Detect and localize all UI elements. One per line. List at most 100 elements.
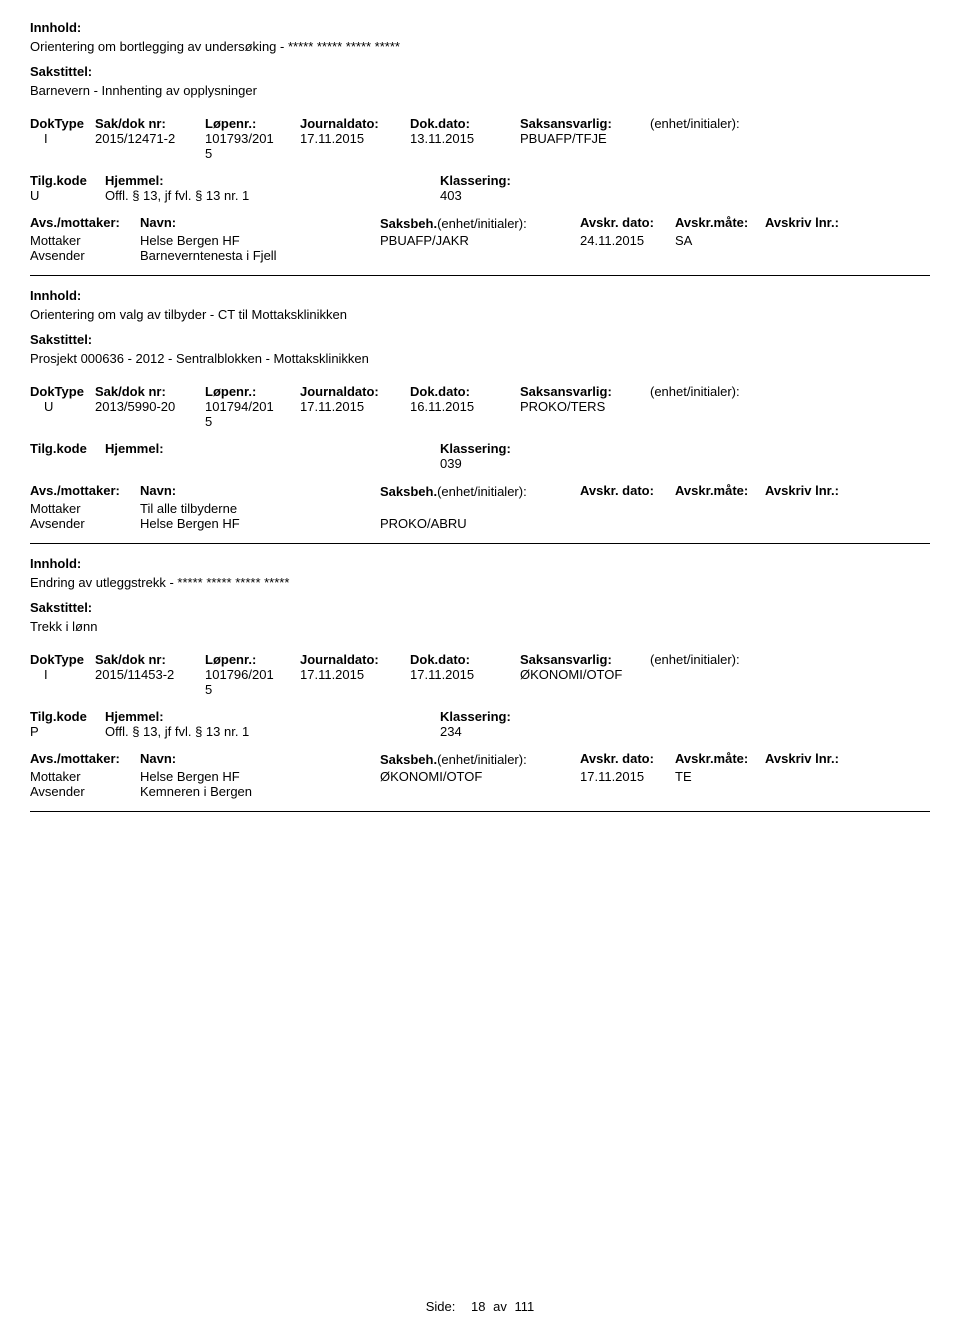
hjemmel-value: Offl. § 13, jf fvl. § 13 nr. 1 — [105, 724, 440, 739]
navn-label: Navn: — [140, 483, 380, 498]
avskrdato-label: Avskr. dato: — [580, 483, 675, 498]
doktype-label: DokType — [30, 384, 95, 399]
sakdok-label: Sak/dok nr: — [95, 384, 205, 399]
doktype-label: DokType — [30, 652, 95, 667]
journaldato-label: Journaldato: — [300, 116, 410, 131]
party-row: Avsender Kemneren i Bergen — [30, 784, 930, 799]
innhold-label: Innhold: — [30, 556, 930, 571]
party-saksbeh: ØKONOMI/OTOF — [380, 769, 580, 784]
journal-record: Innhold: Endring av utleggstrekk - *****… — [30, 556, 930, 812]
record-divider — [30, 811, 930, 812]
sakstittel-value: Barnevern - Innhenting av opplysninger — [30, 83, 930, 98]
hjemmel-label: Hjemmel: — [105, 441, 440, 456]
tilg-header-row: Tilg.kode Hjemmel: Klassering: — [30, 441, 930, 456]
avskrlnr-label: Avskriv lnr.: — [765, 215, 839, 230]
tilgkode-label: Tilg.kode — [30, 709, 105, 724]
sakdok-label: Sak/dok nr: — [95, 116, 205, 131]
avskrmate-label: Avskr.måte: — [675, 483, 765, 498]
enhet-label: (enhet/initialer): — [650, 116, 780, 131]
sakstittel-label: Sakstittel: — [30, 600, 930, 615]
innhold-label: Innhold: — [30, 288, 930, 303]
saksansvarlig-label: Saksansvarlig: — [520, 116, 650, 131]
lopenr-line2: 5 — [205, 146, 212, 161]
sakdok-value: 2015/12471-2 — [95, 131, 205, 146]
party-row: Mottaker Helse Bergen HF ØKONOMI/OTOF 17… — [30, 769, 930, 784]
doktype-label: DokType — [30, 116, 95, 131]
hjemmel-label: Hjemmel: — [105, 173, 440, 188]
party-role: Avsender — [30, 516, 140, 531]
party-avskrmate: SA — [675, 233, 715, 248]
party-name: Til alle tilbyderne — [140, 501, 380, 516]
navn-label: Navn: — [140, 215, 380, 230]
lopenr-value: 101796/201 5 — [205, 667, 300, 697]
innhold-label: Innhold: — [30, 20, 930, 35]
saksbeh-header: Saksbeh.(enhet/initialer): — [380, 483, 580, 501]
dok-header-row: DokType Sak/dok nr: Løpenr.: Journaldato… — [30, 384, 930, 399]
lopenr-line2: 5 — [205, 682, 212, 697]
navn-label: Navn: — [140, 751, 380, 766]
saksbeh-label: Saksbeh. — [380, 752, 437, 767]
avsmottaker-label: Avs./mottaker: — [30, 215, 140, 230]
tilg-value-row: 039 — [30, 456, 930, 471]
records-container: Innhold: Orientering om bortlegging av u… — [30, 20, 930, 812]
sakstittel-value: Prosjekt 000636 - 2012 - Sentralblokken … — [30, 351, 930, 366]
sakdok-label: Sak/dok nr: — [95, 652, 205, 667]
page-side-label: Side: — [426, 1299, 456, 1314]
party-avskrmate: TE — [675, 769, 715, 784]
sakdok-value: 2013/5990-20 — [95, 399, 205, 414]
party-row: Avsender Helse Bergen HF PROKO/ABRU — [30, 516, 930, 531]
sakdok-value: 2015/11453-2 — [95, 667, 205, 682]
journal-record: Innhold: Orientering om valg av tilbyder… — [30, 288, 930, 544]
avskrdato-label: Avskr. dato: — [580, 215, 675, 230]
lopenr-label: Løpenr.: — [205, 384, 300, 399]
party-name: Barneverntenesta i Fjell — [140, 248, 380, 263]
innhold-value: Orientering om valg av tilbyder - CT til… — [30, 307, 930, 322]
klassering-value: 403 — [440, 188, 640, 203]
doktype-value: I — [30, 131, 95, 146]
avskrdato-label: Avskr. dato: — [580, 751, 675, 766]
lopenr-line1: 101796/201 — [205, 667, 274, 682]
party-row: Mottaker Til alle tilbyderne — [30, 501, 930, 516]
party-name: Helse Bergen HF — [140, 233, 380, 248]
innhold-value: Endring av utleggstrekk - ***** ***** **… — [30, 575, 930, 590]
avskrlnr-label: Avskriv lnr.: — [765, 483, 839, 498]
party-avskrdato: 17.11.2015 — [580, 769, 675, 784]
hjemmel-value: Offl. § 13, jf fvl. § 13 nr. 1 — [105, 188, 440, 203]
saksansvarlig-label: Saksansvarlig: — [520, 652, 650, 667]
party-name: Helse Bergen HF — [140, 516, 380, 531]
party-header-row: Avs./mottaker: Navn: Saksbeh.(enhet/init… — [30, 483, 930, 501]
dokdato-value: 17.11.2015 — [410, 667, 520, 682]
party-role: Mottaker — [30, 769, 140, 784]
party-role: Avsender — [30, 784, 140, 799]
tilg-header-row: Tilg.kode Hjemmel: Klassering: — [30, 709, 930, 724]
party-role: Mottaker — [30, 233, 140, 248]
lopenr-line1: 101793/201 — [205, 131, 274, 146]
lopenr-line1: 101794/201 — [205, 399, 274, 414]
lopenr-value: 101794/201 5 — [205, 399, 300, 429]
sakstittel-label: Sakstittel: — [30, 332, 930, 347]
tilgkode-label: Tilg.kode — [30, 173, 105, 188]
dokdato-label: Dok.dato: — [410, 652, 520, 667]
record-divider — [30, 543, 930, 544]
party-name: Helse Bergen HF — [140, 769, 380, 784]
klassering-label: Klassering: — [440, 441, 640, 456]
sakstittel-value: Trekk i lønn — [30, 619, 930, 634]
dok-header-row: DokType Sak/dok nr: Løpenr.: Journaldato… — [30, 652, 930, 667]
party-header-row: Avs./mottaker: Navn: Saksbeh.(enhet/init… — [30, 215, 930, 233]
lopenr-label: Løpenr.: — [205, 116, 300, 131]
avskrmate-label: Avskr.måte: — [675, 751, 765, 766]
page-current: 18 — [471, 1299, 485, 1314]
enhet-label: (enhet/initialer): — [650, 652, 780, 667]
journaldato-label: Journaldato: — [300, 384, 410, 399]
party-name: Kemneren i Bergen — [140, 784, 380, 799]
sakstittel-label: Sakstittel: — [30, 64, 930, 79]
hjemmel-label: Hjemmel: — [105, 709, 440, 724]
record-divider — [30, 275, 930, 276]
avsmottaker-label: Avs./mottaker: — [30, 483, 140, 498]
dokdato-value: 16.11.2015 — [410, 399, 520, 414]
dokdato-label: Dok.dato: — [410, 384, 520, 399]
avsmottaker-label: Avs./mottaker: — [30, 751, 140, 766]
tilg-header-row: Tilg.kode Hjemmel: Klassering: — [30, 173, 930, 188]
party-header-row: Avs./mottaker: Navn: Saksbeh.(enhet/init… — [30, 751, 930, 769]
journaldato-value: 17.11.2015 — [300, 667, 410, 682]
